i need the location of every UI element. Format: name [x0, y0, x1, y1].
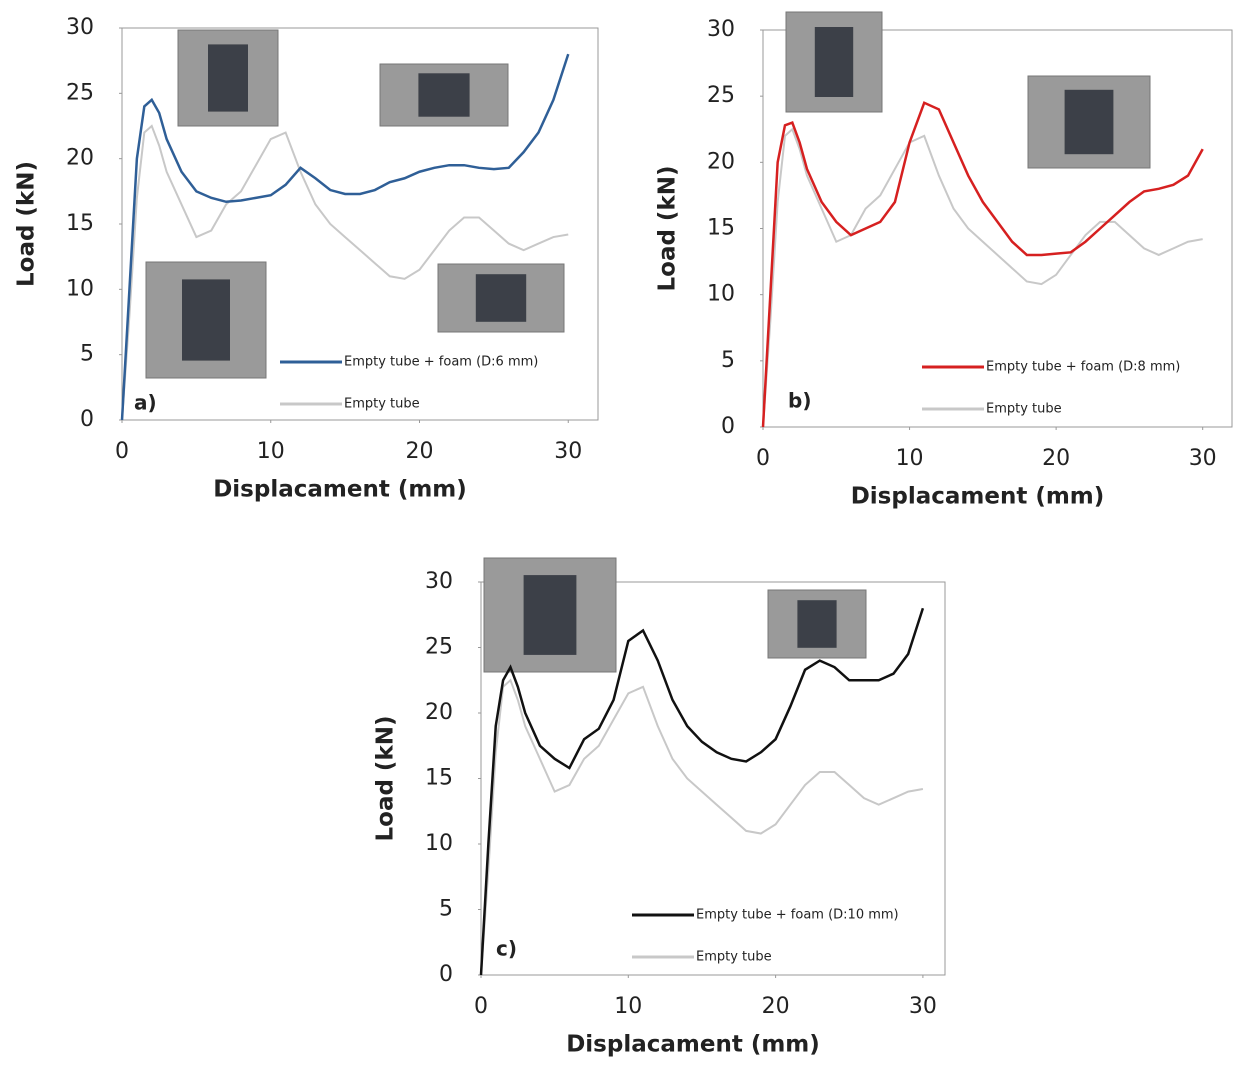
x-tick-label: 0 [474, 994, 488, 1019]
legend-label: Empty tube [986, 402, 1062, 417]
y-tick-label: 15 [66, 211, 94, 236]
y-tick-label: 25 [707, 83, 735, 108]
series-line [121, 124, 569, 421]
x-tick-label: 0 [756, 446, 770, 471]
series-line [120, 53, 570, 421]
y-axis-label: Load (kN) [14, 161, 40, 287]
photo-tube [814, 27, 854, 97]
x-tick-label: 30 [1189, 446, 1217, 471]
y-axis-label: Load (kN) [373, 715, 399, 841]
y-tick-label: 0 [439, 962, 453, 987]
photo-tube [475, 274, 527, 322]
y-tick-label: 0 [721, 414, 735, 439]
x-axis-label: Displacament (mm) [213, 477, 467, 503]
y-tick-label: 10 [707, 282, 735, 307]
series-line [479, 607, 925, 976]
x-axis-label: Displacament (mm) [851, 484, 1105, 510]
y-tick-label: 5 [80, 342, 94, 367]
x-tick-label: 10 [614, 994, 642, 1019]
y-tick-label: 5 [721, 348, 735, 373]
x-tick-label: 20 [762, 994, 790, 1019]
photo-tube [797, 600, 837, 648]
y-tick-label: 30 [425, 569, 453, 594]
panel-label: c) [496, 937, 517, 961]
y-tick-label: 20 [425, 700, 453, 725]
y-axis-label: Load (kN) [655, 165, 681, 291]
y-tick-label: 20 [66, 146, 94, 171]
y-tick-label: 5 [439, 897, 453, 922]
y-tick-label: 30 [707, 17, 735, 42]
x-tick-label: 20 [406, 439, 434, 464]
y-tick-label: 30 [66, 15, 94, 40]
x-tick-label: 20 [1042, 446, 1070, 471]
x-axis-label: Displacament (mm) [566, 1032, 820, 1058]
panel-label: a) [134, 391, 157, 415]
y-tick-label: 0 [80, 407, 94, 432]
series-line [761, 101, 1204, 428]
y-tick-label: 20 [707, 149, 735, 174]
photo-tube [182, 279, 230, 361]
series-line [762, 127, 1203, 428]
legend-label: Empty tube [696, 950, 772, 965]
x-tick-label: 30 [554, 439, 582, 464]
x-tick-label: 10 [896, 446, 924, 471]
legend-label: Empty tube + foam (D:8 mm) [986, 360, 1180, 375]
series-line [480, 678, 924, 976]
y-tick-label: 10 [425, 831, 453, 856]
y-tick-label: 15 [425, 766, 453, 791]
y-tick-label: 15 [707, 216, 735, 241]
x-tick-label: 0 [115, 439, 129, 464]
photo-tube [208, 44, 248, 112]
panel-label: b) [788, 389, 811, 413]
y-tick-label: 10 [66, 276, 94, 301]
x-tick-label: 10 [257, 439, 285, 464]
photo-tube [523, 575, 577, 655]
legend-label: Empty tube + foam (D:10 mm) [696, 908, 899, 923]
photo-tube [1064, 89, 1114, 155]
x-tick-label: 30 [909, 994, 937, 1019]
y-tick-label: 25 [425, 635, 453, 660]
photo-tube [418, 73, 470, 117]
legend-label: Empty tube [344, 397, 420, 412]
legend-label: Empty tube + foam (D:6 mm) [344, 355, 538, 370]
y-tick-label: 25 [66, 80, 94, 105]
